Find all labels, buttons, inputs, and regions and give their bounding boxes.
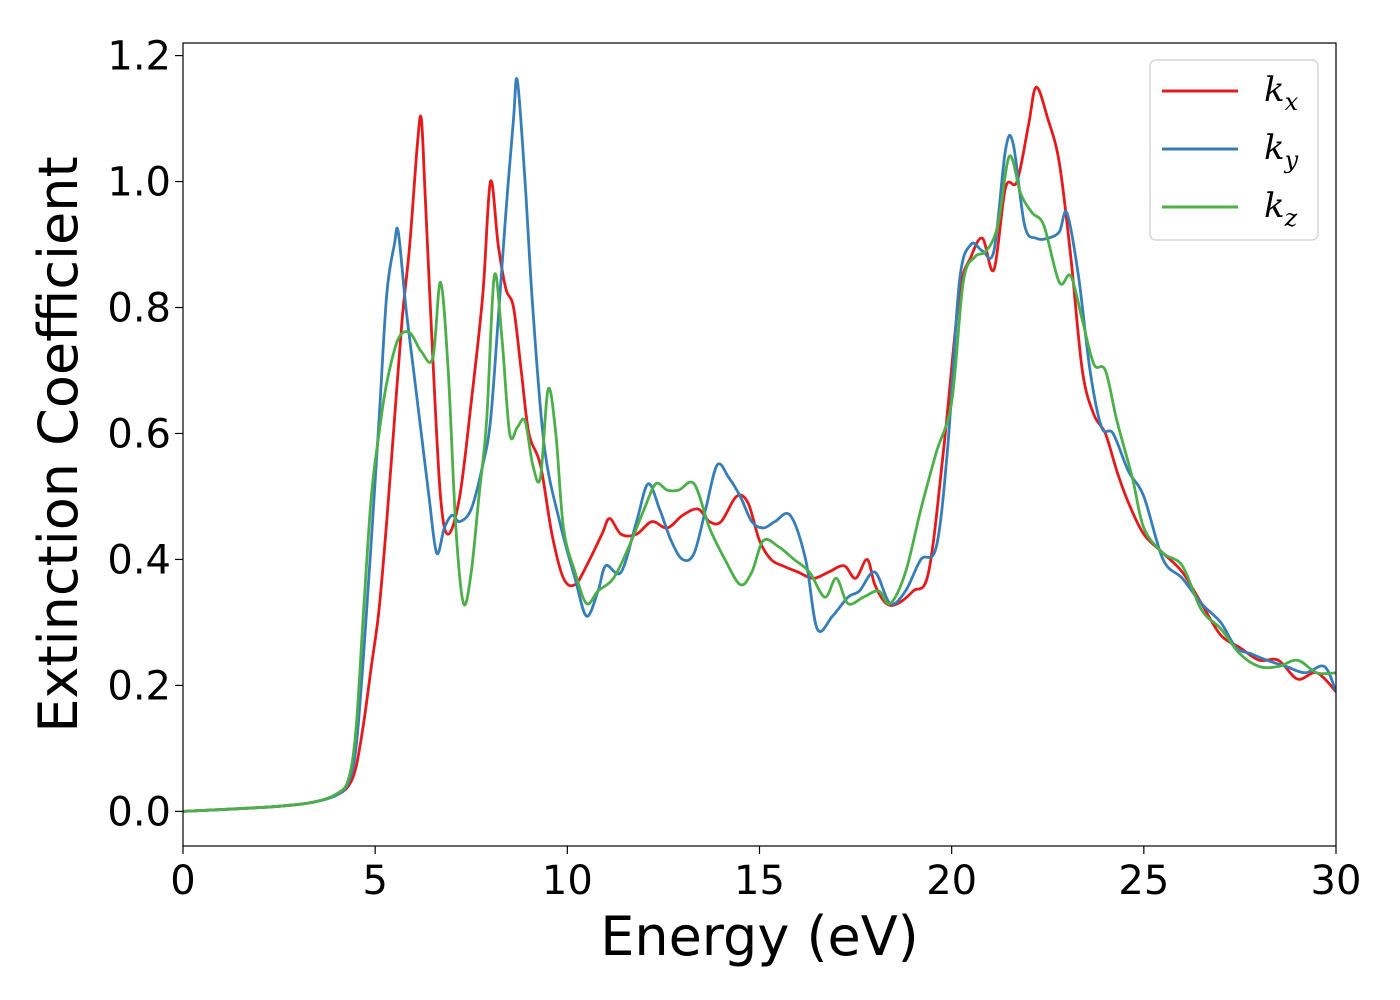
series-line-x [183,85,1336,813]
x-tick-label: 30 [1311,858,1362,904]
legend-label: ky [1264,128,1299,174]
legend-label-subscript: z [1284,204,1298,232]
legend-label-subscript: x [1285,88,1299,116]
legend-label: kx [1264,70,1299,116]
legend-item-x: kx [1162,70,1299,116]
x-tick-label: 10 [542,858,593,904]
legend-item-z: kz [1162,186,1298,232]
legend-label: kz [1264,186,1298,232]
x-tick-label: 5 [362,858,387,904]
legend-item-y: ky [1162,128,1299,174]
legend-label-base: k [1264,186,1285,226]
y-axis-label: Extinction Coefficient [27,156,90,732]
x-tick-label: 0 [170,858,195,904]
y-tick-label: 0.8 [107,286,171,332]
x-axis-label: Energy (eV) [600,905,919,968]
y-tick-label: 1.0 [107,160,171,206]
y-tick-label: 0.2 [107,663,171,709]
x-axis-ticks: 0 5 10 15 20 25 30 [170,846,1361,904]
x-tick-label: 25 [1118,858,1169,904]
y-tick-label: 0.0 [107,789,171,835]
x-tick-label: 15 [734,858,785,904]
legend-label-base: k [1264,70,1285,110]
legend-label-base: k [1264,128,1285,168]
y-tick-label: 0.6 [107,411,171,457]
y-tick-label: 1.2 [107,34,171,80]
series-line-z [183,154,1336,813]
y-tick-label: 0.4 [107,537,171,583]
legend-label-subscript: y [1284,146,1299,174]
y-axis-ticks: 0.0 0.2 0.4 0.6 0.8 1.0 1.2 [107,34,183,835]
series-layer [183,77,1336,813]
x-tick-label: 20 [926,858,977,904]
